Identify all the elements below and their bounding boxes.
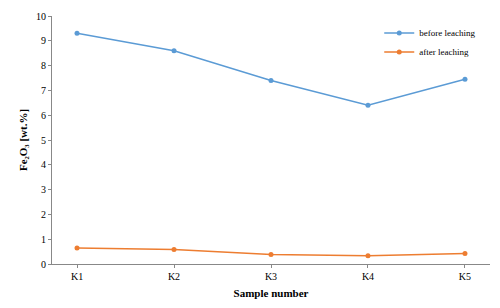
svg-text:K2: K2 — [168, 271, 180, 282]
svg-text:9: 9 — [41, 35, 46, 46]
svg-text:K4: K4 — [362, 271, 374, 282]
svg-text:10: 10 — [36, 11, 46, 22]
svg-text:before leaching: before leaching — [419, 28, 475, 38]
svg-text:1: 1 — [41, 234, 46, 245]
svg-text:0: 0 — [41, 259, 46, 270]
svg-text:K3: K3 — [265, 271, 277, 282]
svg-text:6: 6 — [41, 110, 46, 121]
svg-text:Fe₂O₃ [wt.%]: Fe₂O₃ [wt.%] — [17, 109, 29, 171]
svg-text:K5: K5 — [459, 271, 471, 282]
svg-text:7: 7 — [41, 85, 46, 96]
svg-text:4: 4 — [41, 159, 46, 170]
svg-text:2: 2 — [41, 209, 46, 220]
svg-text:K1: K1 — [71, 271, 83, 282]
svg-text:3: 3 — [41, 184, 46, 195]
svg-text:8: 8 — [41, 60, 46, 71]
svg-text:after leaching: after leaching — [419, 47, 469, 57]
svg-text:Sample number: Sample number — [234, 287, 309, 299]
svg-text:5: 5 — [41, 135, 46, 146]
